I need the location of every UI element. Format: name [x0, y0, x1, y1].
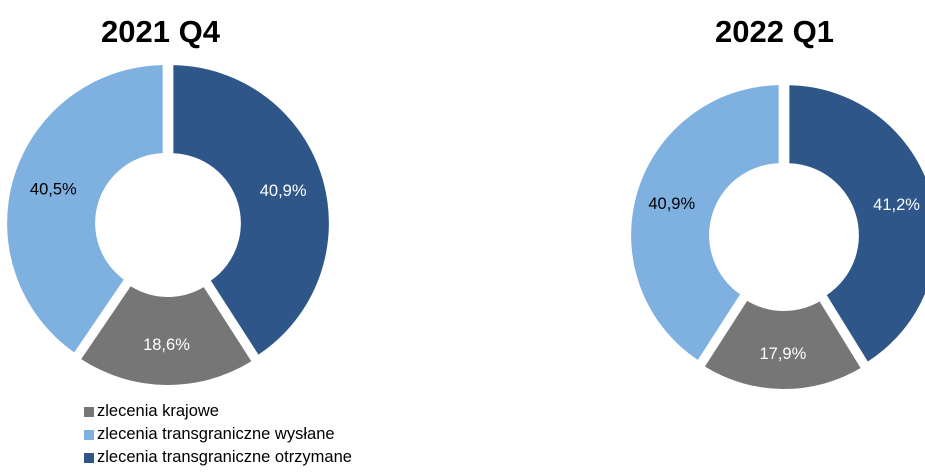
legend-swatch [84, 429, 94, 440]
donut-slice [81, 286, 252, 385]
legend-label: zlecenia krajowe [97, 402, 219, 420]
donut-slice [631, 85, 779, 360]
donut-slice [789, 85, 925, 362]
legend-swatch [84, 452, 94, 463]
chart-title-2021-q4: 2021 Q4 [101, 14, 220, 49]
chart-title-2022-q1: 2022 Q1 [715, 14, 834, 49]
slice-label: 40,5% [30, 181, 77, 199]
donut-slice [7, 65, 163, 353]
slice-label: 40,9% [648, 195, 695, 213]
slice-label: 41,2% [873, 196, 920, 214]
legend-label: zlecenia transgraniczne wysłane [97, 425, 335, 443]
donut-slice [704, 300, 861, 389]
legend-item-otrzymane: zlecenia transgraniczne otrzymane [84, 446, 352, 469]
slice-label: 17,9% [759, 345, 806, 363]
donut-slice [173, 65, 329, 355]
slice-label: 40,9% [260, 182, 307, 200]
legend-item-wyslane: zlecenia transgraniczne wysłane [84, 423, 352, 446]
slice-label: 18,6% [143, 336, 190, 354]
legend: zlecenia krajowe zlecenia transgraniczne… [84, 400, 352, 469]
legend-label: zlecenia transgraniczne otrzymane [97, 448, 352, 466]
legend-swatch [84, 406, 94, 417]
legend-item-krajowe: zlecenia krajowe [84, 400, 352, 423]
